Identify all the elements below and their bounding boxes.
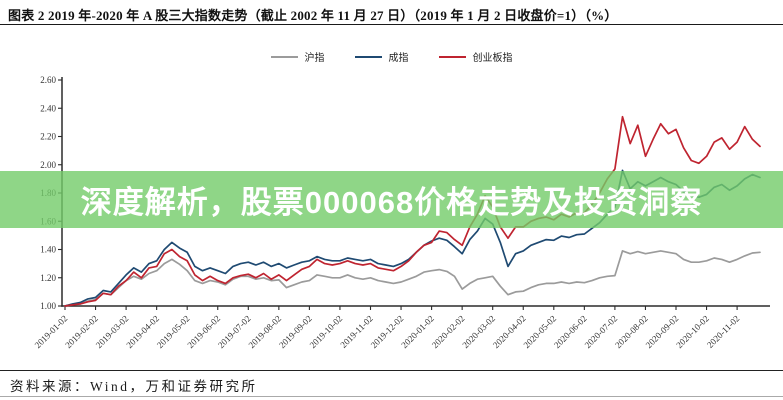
y-tick-label: 2.00	[40, 160, 56, 170]
y-tick-label: 1.40	[40, 245, 56, 255]
legend-label: 创业板指	[472, 53, 513, 64]
figure-title: 图表 2 2019 年-2020 年 A 股三大指数走势（截止 2002 年 1…	[8, 8, 618, 23]
legend-item-chuangyeban: 创业板指	[438, 49, 513, 64]
y-tick-label: 1.00	[40, 301, 56, 311]
series-line-shangzheng	[64, 250, 761, 307]
promo-overlay-banner: 深度解析，股票000068价格走势及投资洞察	[0, 171, 783, 228]
y-tick-label: 1.20	[40, 273, 56, 283]
legend-label: 沪指	[304, 53, 325, 64]
footer-divider	[0, 370, 783, 371]
legend-line-swatch-shangzheng	[270, 55, 298, 58]
y-tick-label: 2.20	[40, 132, 56, 142]
legend-line-swatch-chuangyeban	[438, 55, 466, 58]
bottom-edge-rule	[0, 396, 783, 397]
legend-label: 成指	[388, 53, 409, 64]
title-divider	[0, 24, 783, 25]
series-line-chuangyeban	[64, 115, 761, 307]
data-source-note: 资料来源：Wind，万和证券研究所	[10, 379, 258, 394]
legend-line-swatch-shencheng	[354, 55, 382, 58]
x-tick-label: 2020-11-02	[705, 313, 742, 350]
y-tick-label: 2.60	[40, 75, 56, 85]
legend-item-shangzheng: 沪指	[270, 49, 325, 64]
promo-overlay-text: 深度解析，股票000068价格走势及投资洞察	[80, 185, 703, 220]
chart-legend: 沪指 成指 创业板指	[0, 49, 783, 64]
y-tick-label: 2.40	[40, 103, 56, 113]
legend-item-shencheng: 成指	[354, 49, 409, 64]
